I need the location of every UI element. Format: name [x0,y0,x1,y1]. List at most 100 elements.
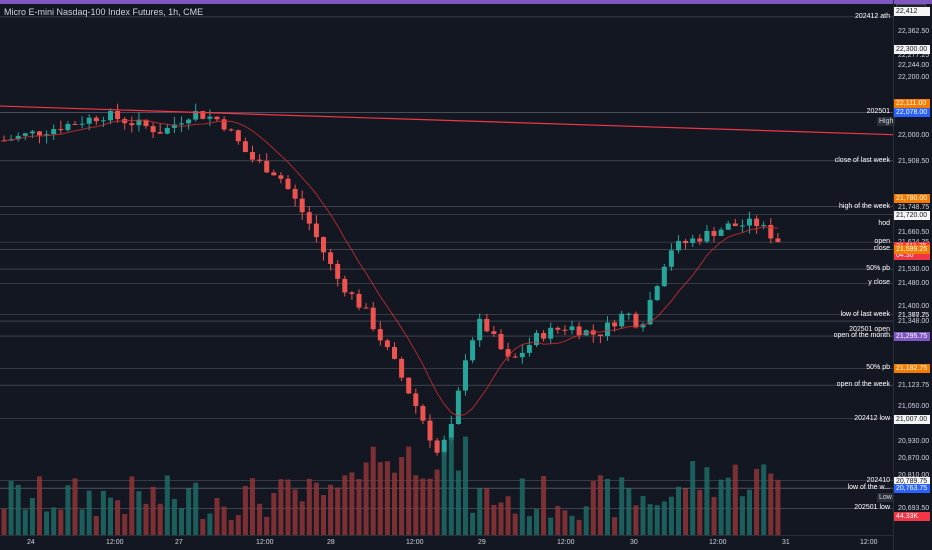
candle-body [612,322,618,327]
volume-bar [725,477,731,535]
volume-bar [328,484,334,535]
candle-body [143,119,149,127]
candle-body [292,188,298,199]
volume-bar [264,516,270,535]
volume-bar [29,498,35,535]
candle-body [186,119,192,124]
candle-body [306,212,312,224]
volume-bar [8,480,14,535]
volume-bar [768,473,774,535]
price-tick-label: 21,400.00 [898,303,930,311]
candle-body [427,420,433,441]
volume-bar [44,511,50,535]
candle-body [363,307,369,309]
candle-body [711,230,717,236]
candle-body [392,347,397,359]
price-tick-label: 20,870.00 [898,454,930,462]
candle-body [534,332,539,346]
candle-body [562,329,568,331]
price-tag: 21,007.00 [894,414,930,424]
volume-bar [193,482,199,535]
price-tag: 21,599.25 [894,245,930,255]
level-label: close of last week [834,156,890,164]
volume-bar [22,509,28,535]
volume-bar [271,492,277,535]
level-label: High [877,117,896,127]
volume-bar [356,479,362,535]
price-tick-label: 21,370.25 [898,311,930,319]
candle-body [250,152,255,160]
candle-body [505,349,511,357]
candle-body [399,358,405,378]
volume-bar [654,505,660,535]
candle-body [434,440,440,453]
candle-body [370,307,376,330]
price-tick-label: 22,094.00 [896,104,931,113]
volume-bar [711,496,717,535]
volume-bar [335,487,341,535]
volume-bar [122,514,128,535]
volume-bar [384,461,390,535]
volume-bar [250,478,255,535]
level-label: open [874,238,890,246]
candle-body [207,116,213,119]
volume-bar [406,446,412,535]
time-tick-label: 12:00 [106,539,124,546]
volume-bar [683,488,689,535]
price-tick-label: 20,693.50 [898,505,930,513]
price-tick-label: 21,480.00 [898,280,930,288]
level-label: high of the week [839,202,890,210]
candle-body [264,160,270,173]
candle-body [93,117,99,122]
volume-bar [747,489,752,535]
candle-body [597,334,603,336]
candle-body [377,329,383,341]
volume-bar [470,512,476,535]
candle-body [313,223,319,238]
level-label: open of the week [836,381,890,389]
volume-bar [157,503,163,535]
volume-bar [505,496,511,535]
price-tick-label: 22,244.00 [898,61,930,69]
candle-body [115,111,121,120]
volume-bar [278,479,284,535]
time-tick-label: 12:00 [709,539,727,546]
candle-body [569,326,575,331]
time-axis[interactable] [0,535,893,550]
candle-body [747,218,752,226]
candle-body [491,331,497,334]
candle-body [79,123,85,125]
moving-average-line [3,119,778,417]
candle-body [37,131,42,136]
time-tick-label: 31 [782,539,790,546]
volume-bar [661,501,667,535]
volume-bar [242,485,248,535]
candle-body [285,178,291,189]
volume-bar [370,446,376,535]
candle-body [619,313,625,327]
volume-bar [576,519,582,535]
volume-bar [413,475,419,535]
volume-bar [171,498,177,535]
volume-bar [590,480,596,535]
candlestick-chart[interactable] [0,0,893,535]
volume-bar [569,515,575,535]
level-label: 202501 [866,108,890,116]
price-tick-label: 21,530.00 [898,266,930,274]
candle-body [732,223,738,227]
level-label: 202412 low [854,414,890,422]
volume-bar [313,482,319,535]
price-axis[interactable] [893,0,932,550]
price-tag: 21,182.75 [894,364,930,374]
volume-bar [612,517,618,535]
volume-bar [420,478,426,535]
volume-bar [754,468,760,535]
volume-bar [377,462,383,535]
chart-title: Micro E-mini Nasdaq-100 Index Futures, 1… [4,7,204,17]
price-tick-label: 21,348.00 [898,318,930,326]
candle-body [519,352,525,358]
volume-bar [605,478,610,535]
volume-bar [647,504,653,535]
candle-body [647,299,653,325]
volume-bar [392,472,397,535]
